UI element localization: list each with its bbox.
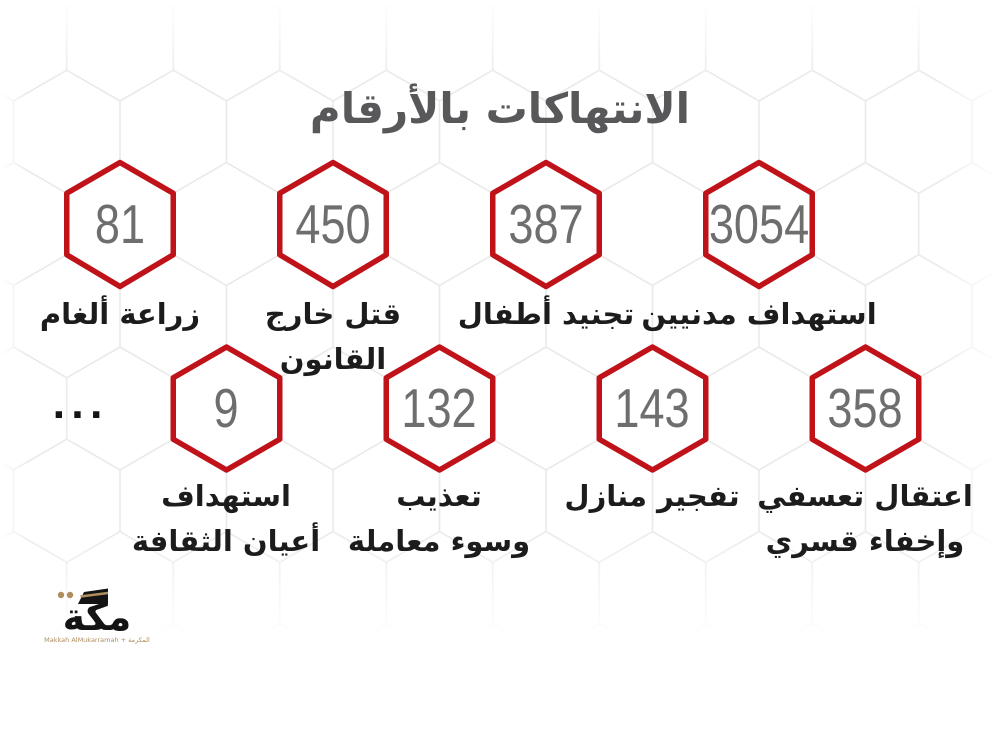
- hexagon-label: زراعة ألغام: [0, 292, 240, 337]
- hexagon-label: قتل خارج القانون: [213, 292, 453, 382]
- hexagon-value: 358: [827, 377, 903, 439]
- logo-tagline: Makkah AlMukarramah + المكرمة: [44, 636, 150, 644]
- fade-top: [0, 0, 1000, 80]
- hexagon-outline-civilians: [703, 159, 815, 290]
- hexagon-outline-culture: [170, 344, 283, 473]
- page-title: الانتهاكات بالأرقام: [309, 84, 691, 133]
- hexagon-outline-mines: [64, 159, 176, 290]
- hexagon-label-line: قتل خارج القانون: [264, 297, 402, 376]
- hexagon-label-line: تعذيب: [396, 479, 482, 513]
- ellipsis-more-indicator: ...: [52, 386, 109, 427]
- kaaba-icon: [78, 588, 108, 604]
- fade-left: [0, 0, 28, 750]
- hexagon-outline-torture: [383, 344, 496, 473]
- hexagon-outline-child-recruitment: [490, 159, 602, 290]
- logo-wordmark: مكة: [63, 595, 132, 639]
- hexagon-label-line: تفجير منازل: [564, 479, 740, 513]
- logo-dot-icon: [66, 591, 74, 599]
- hexagon-outline-detention: [809, 344, 922, 473]
- hexagon-label: استهداف مدنيين: [639, 292, 879, 337]
- hexagon-label-line: وإخفاء قسري: [765, 524, 965, 558]
- hexagon-label-line: أعيان الثقافة: [131, 524, 321, 558]
- hexagon-value: 9: [213, 377, 239, 439]
- hexagon-value: 3054: [708, 193, 810, 255]
- hexagon-label-line: استهداف مدنيين: [641, 297, 877, 331]
- fade-bottom-solid: [0, 638, 1000, 750]
- hexagon-label: استهداف أعيان الثقافة: [106, 474, 346, 564]
- fade-right: [935, 0, 1000, 750]
- hexagon-label: تفجير منازل: [532, 474, 772, 519]
- hexagon-label-line: زراعة ألغام: [39, 297, 201, 331]
- hexagon-value: 387: [508, 193, 584, 255]
- hexagon-value: 81: [94, 193, 146, 255]
- kaaba-band-icon: [80, 591, 109, 598]
- hexagon-label-line: اعتقال تعسفي: [757, 479, 973, 513]
- makkah-newspaper-logo: مكة Makkah AlMukarramah + المكرمة: [44, 588, 150, 644]
- hexagon-label-line: تجنيد أطفال: [457, 297, 635, 331]
- hexagon-outline-house-bombing: [596, 344, 709, 473]
- hexagon-outline-killing: [277, 159, 389, 290]
- logo-dot-icon: [57, 591, 65, 599]
- hexagon-label: تجنيد أطفال: [426, 292, 666, 337]
- hexagon-label: اعتقال تعسفي وإخفاء قسري: [745, 474, 985, 564]
- hexagon-value: 143: [614, 377, 690, 439]
- hexagon-label-line: وسوء معاملة: [347, 524, 531, 558]
- hexagon-value: 132: [401, 377, 477, 439]
- hexagon-label: تعذيب وسوء معاملة: [319, 474, 559, 564]
- hexagon-value: 450: [295, 193, 371, 255]
- hexagon-label-line: استهداف: [161, 479, 291, 513]
- fade-bottom: [0, 525, 1000, 640]
